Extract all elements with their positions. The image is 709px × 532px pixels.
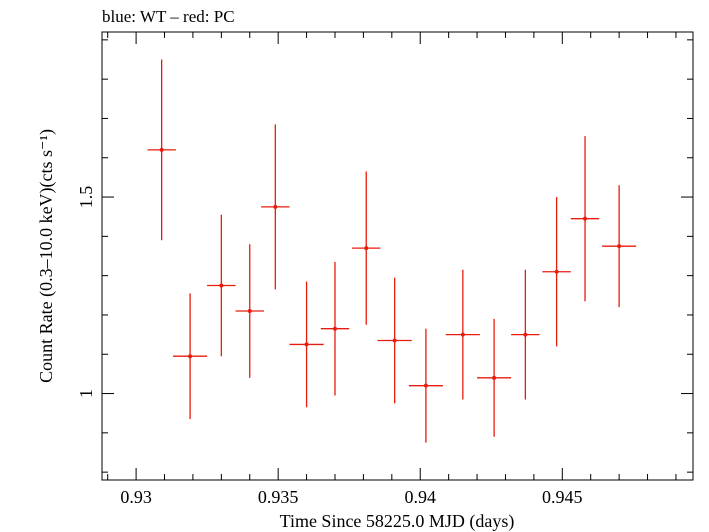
point-marker: [423, 383, 428, 388]
data-point: [289, 281, 324, 408]
point-marker: [304, 342, 309, 347]
axis-ticks: [102, 32, 693, 480]
y-tick-label: 1.5: [76, 186, 96, 209]
point-marker: [219, 283, 224, 288]
data-point: [352, 171, 381, 325]
data-point: [602, 185, 637, 308]
data-point: [511, 269, 540, 400]
data-point: [445, 269, 480, 400]
point-marker: [523, 332, 528, 337]
x-tick-label: 0.93: [120, 487, 152, 507]
point-marker: [392, 338, 397, 343]
data-point: [207, 214, 236, 357]
plot-frame: [101, 31, 694, 481]
data-point: [173, 293, 208, 420]
point-marker: [332, 326, 337, 331]
point-marker: [617, 244, 622, 249]
plot-title: blue: WT – red: PC: [102, 7, 235, 26]
point-marker: [364, 246, 369, 251]
point-marker: [583, 216, 588, 221]
point-marker: [247, 309, 252, 314]
data-point: [147, 59, 176, 241]
x-tick-label: 0.945: [542, 487, 583, 507]
data-points: [147, 59, 637, 443]
x-axis-title: Time Since 58225.0 MJD (days): [280, 511, 515, 532]
data-point: [477, 318, 512, 437]
point-marker: [159, 147, 164, 152]
y-tick-label: 1: [76, 389, 96, 398]
data-point: [320, 261, 350, 396]
tick-labels: 0.93 0.935 0.94 0.945 1 1.5: [76, 186, 583, 507]
data-point: [408, 328, 443, 443]
data-point: [570, 136, 600, 302]
y-axis-title: Count Rate (0.3–10.0 keV)(cts s⁻¹): [36, 129, 57, 383]
point-marker: [273, 204, 278, 209]
data-point: [235, 244, 264, 378]
point-marker: [188, 354, 193, 359]
data-point: [542, 197, 571, 347]
x-tick-label: 0.935: [258, 487, 299, 507]
point-marker: [460, 332, 465, 337]
point-marker: [554, 269, 559, 274]
data-point: [377, 277, 412, 404]
data-point: [261, 124, 290, 290]
x-tick-label: 0.94: [404, 487, 436, 507]
point-marker: [492, 375, 497, 380]
